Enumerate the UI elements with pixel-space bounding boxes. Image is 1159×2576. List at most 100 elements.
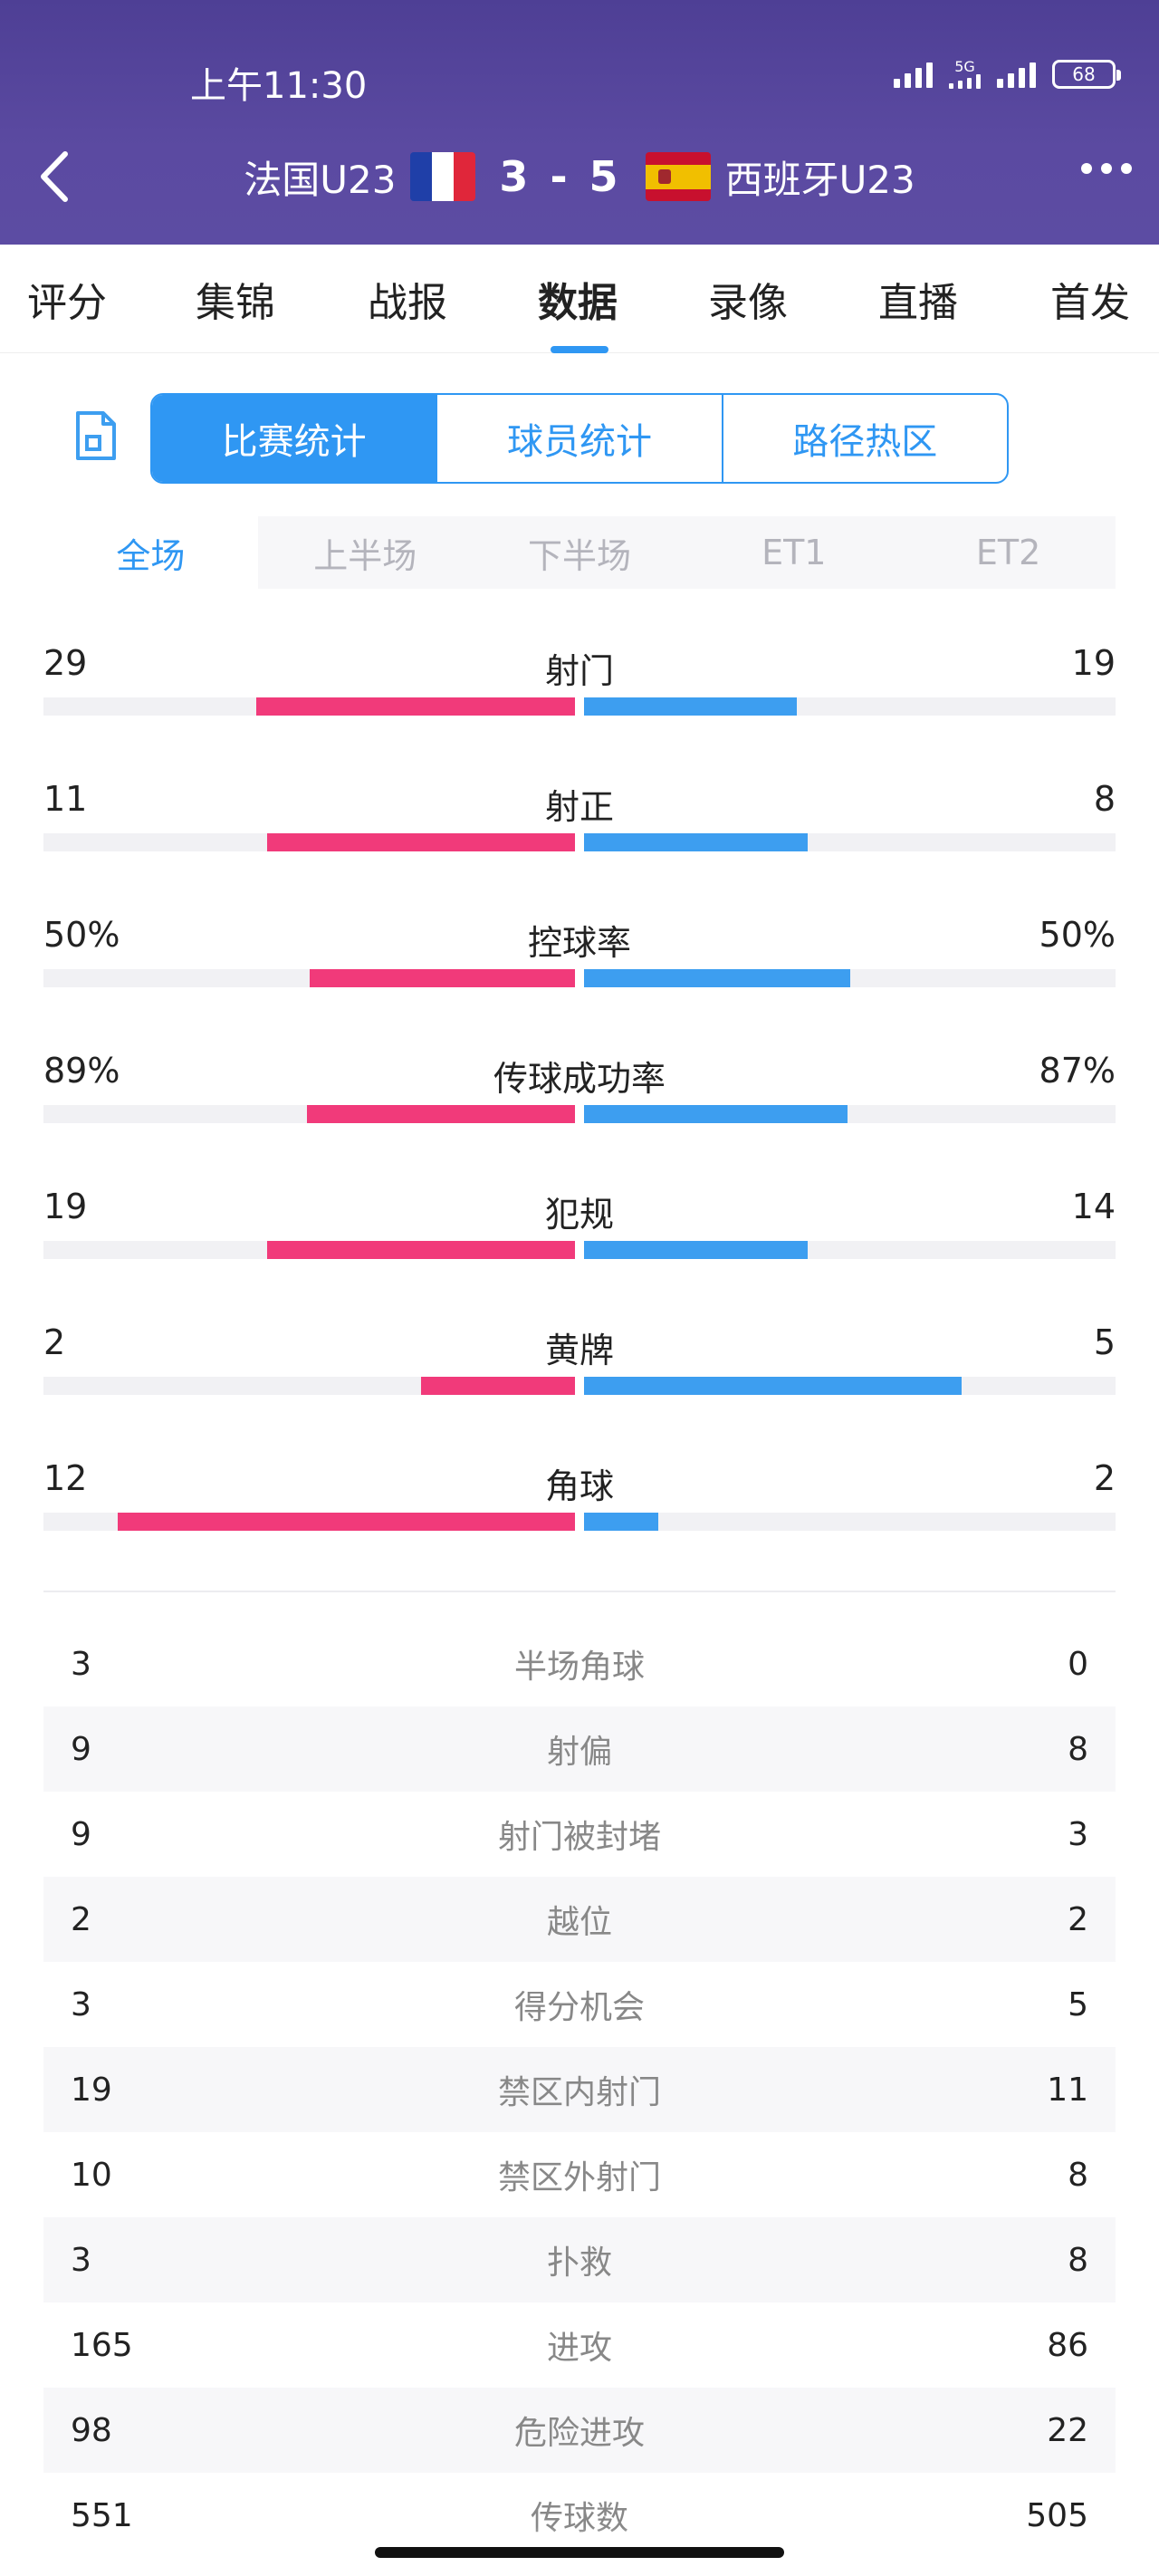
segment-player-stats[interactable]: 球员统计 (437, 395, 723, 482)
away-team-name: 西班牙U23 (724, 157, 915, 202)
document-share-icon[interactable] (71, 409, 121, 464)
home-team-name: 法国U23 (244, 157, 397, 202)
away-value: 86 (1047, 2326, 1088, 2364)
stat-row: 2 越位 2 (43, 1877, 1116, 1962)
away-value: 22 (1047, 2411, 1088, 2449)
stat-label: 犯规 (544, 1195, 614, 1235)
period-selector: 全场 上半场 下半场 ET1 ET2 (43, 516, 1116, 589)
chevron-left-icon (41, 151, 68, 202)
away-bar-fill (584, 1377, 962, 1395)
match-title: 法国U23 3 - 5 西班牙U23 (0, 145, 1159, 208)
away-bar-fill (584, 969, 850, 987)
period-et2[interactable]: ET2 (975, 533, 1041, 572)
stat-row: 10 禁区外射门 8 (43, 2132, 1116, 2217)
away-value: 8 (1068, 2241, 1088, 2279)
home-value: 19 (43, 1187, 88, 1226)
stat-row: 3 半场角球 0 (43, 1621, 1116, 1706)
period-et1[interactable]: ET1 (761, 533, 827, 572)
away-value: 19 (1071, 643, 1116, 683)
away-value: 11 (1047, 2071, 1088, 2109)
home-value: 98 (71, 2411, 112, 2449)
home-value: 11 (43, 779, 88, 819)
away-value: 8 (1068, 2156, 1088, 2194)
signal-icon-3 (997, 61, 1036, 88)
tab-live[interactable]: 直播 (878, 280, 958, 326)
stat-row: 9 射门被封堵 3 (43, 1792, 1116, 1877)
active-tab-indicator (551, 346, 608, 353)
home-value: 19 (71, 2071, 112, 2109)
home-bar-fill (309, 969, 575, 987)
stat-label: 半场角球 (513, 1648, 645, 1686)
home-bar-track (43, 1377, 575, 1395)
home-value: 3 (71, 2241, 91, 2279)
tab-highlights[interactable]: 集锦 (196, 280, 275, 326)
stat-row: 9 射偏 8 (43, 1706, 1116, 1792)
away-value: 3 (1068, 1815, 1088, 1853)
home-value: 12 (43, 1458, 88, 1498)
tab-data[interactable]: 数据 (538, 280, 618, 326)
spain-flag-icon (645, 152, 711, 201)
home-bar-track (43, 1513, 575, 1531)
battery-icon: 68 (1052, 60, 1121, 89)
network-label: 5G (954, 58, 975, 75)
stat-row: 3 得分机会 5 (43, 1962, 1116, 2047)
home-indicator[interactable] (375, 2547, 784, 2558)
home-value: 2 (43, 1322, 66, 1362)
signal-icon (894, 61, 933, 88)
match-header: 上午11:30 5G 68 法国U23 (0, 0, 1159, 245)
away-value: 2 (1068, 1900, 1088, 1938)
status-time: 上午11:30 (190, 65, 368, 107)
stat-label: 传球成功率 (493, 1059, 666, 1099)
home-value: 89% (43, 1051, 120, 1091)
period-full[interactable]: 全场 (43, 516, 258, 589)
home-bar-fill (306, 1105, 575, 1123)
away-value: 0 (1068, 1645, 1088, 1683)
tab-bar: 评分 集锦 战报 数据 录像 直播 首发 (0, 245, 1159, 353)
home-bar-track (43, 1105, 575, 1123)
signal-icon-2 (949, 74, 981, 89)
home-bar-track (43, 1241, 575, 1259)
section-divider (43, 1591, 1116, 1592)
stat-bar-row: 2 黄牌 5 (43, 1322, 1116, 1449)
dot-icon (1081, 163, 1092, 174)
stat-bar-row: 19 犯规 14 (43, 1187, 1116, 1313)
stat-bar-row: 12 角球 2 (43, 1458, 1116, 1585)
status-icons: 5G 68 (894, 58, 1121, 89)
period-first-half[interactable]: 上半场 (313, 535, 417, 576)
tab-lineup[interactable]: 首发 (1050, 280, 1130, 326)
home-bar-track (43, 697, 575, 716)
stat-label: 进攻 (546, 2330, 612, 2367)
away-bar-track (584, 1377, 1116, 1395)
tab-replay[interactable]: 录像 (708, 280, 788, 326)
stat-label: 射门被封堵 (497, 1819, 661, 1856)
stat-label: 黄牌 (544, 1331, 614, 1370)
tab-rating[interactable]: 评分 (27, 280, 107, 326)
stat-label: 射门 (544, 651, 614, 691)
stat-bar-row: 50% 控球率 50% (43, 915, 1116, 1042)
segment-heatmap[interactable]: 路径热区 (792, 421, 938, 463)
away-bar-fill (584, 1513, 659, 1531)
stat-label: 角球 (544, 1466, 614, 1506)
period-second-half[interactable]: 下半场 (527, 535, 631, 576)
home-bar-fill (266, 833, 575, 851)
dot-icon (1101, 163, 1112, 174)
stat-label: 危险进攻 (513, 2415, 645, 2452)
stat-row: 165 进攻 86 (43, 2302, 1116, 2388)
battery-level: 68 (1072, 63, 1096, 85)
home-value: 29 (43, 643, 88, 683)
back-button[interactable] (33, 145, 78, 208)
away-value: 8 (1093, 779, 1116, 819)
home-bar-fill (266, 1241, 575, 1259)
home-value: 3 (71, 1645, 91, 1683)
home-bar-track (43, 833, 575, 851)
away-value: 2 (1093, 1458, 1116, 1498)
stat-label: 越位 (546, 1904, 612, 1941)
tab-report[interactable]: 战报 (368, 280, 447, 326)
stat-bar-row: 89% 传球成功率 87% (43, 1051, 1116, 1177)
home-value: 10 (71, 2156, 112, 2194)
dot-icon (1121, 163, 1132, 174)
away-value: 50% (1039, 915, 1116, 955)
more-options-button[interactable] (1081, 163, 1132, 174)
segment-match-stats[interactable]: 比赛统计 (152, 395, 438, 482)
